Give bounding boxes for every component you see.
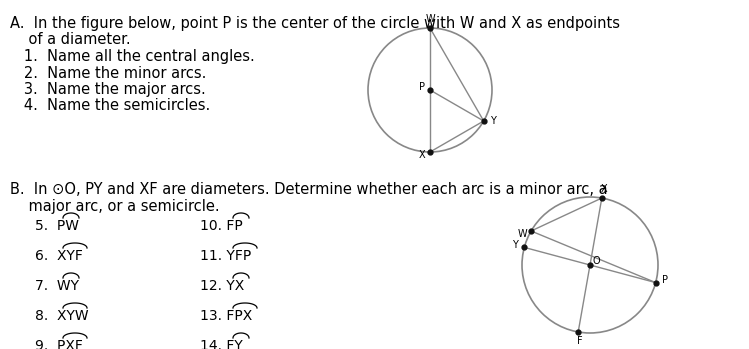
- Text: X: X: [601, 184, 607, 194]
- Text: 4.  Name the semicircles.: 4. Name the semicircles.: [10, 98, 210, 113]
- Text: 9.  PXF: 9. PXF: [35, 339, 83, 349]
- Text: F: F: [577, 336, 583, 346]
- Text: W: W: [425, 14, 435, 24]
- Text: 6.  XYF: 6. XYF: [35, 249, 83, 263]
- Text: 8.  XYW: 8. XYW: [35, 309, 88, 323]
- Text: Y: Y: [490, 116, 496, 126]
- Text: B.  In ⊙O, PY and XF are diameters. Determine whether each arc is a minor arc, a: B. In ⊙O, PY and XF are diameters. Deter…: [10, 182, 607, 197]
- Text: 2.  Name the minor arcs.: 2. Name the minor arcs.: [10, 66, 207, 81]
- Text: 1.  Name all the central angles.: 1. Name all the central angles.: [10, 49, 255, 64]
- Text: O: O: [592, 256, 600, 266]
- Text: 7.  WY: 7. WY: [35, 279, 79, 293]
- Text: P: P: [419, 82, 425, 92]
- Text: W: W: [518, 229, 527, 239]
- Text: 10. FP: 10. FP: [200, 219, 243, 233]
- Text: 11. YFP: 11. YFP: [200, 249, 251, 263]
- Text: major arc, or a semicircle.: major arc, or a semicircle.: [10, 199, 219, 214]
- Text: P: P: [661, 275, 667, 284]
- Text: 3.  Name the major arcs.: 3. Name the major arcs.: [10, 82, 206, 97]
- Text: A.  In the figure below, point P is the center of the circle with W and X as end: A. In the figure below, point P is the c…: [10, 16, 620, 31]
- Text: X: X: [419, 150, 425, 160]
- Text: Y: Y: [512, 240, 518, 250]
- Text: 13. FPX: 13. FPX: [200, 309, 252, 323]
- Text: 12. YX: 12. YX: [200, 279, 244, 293]
- Text: of a diameter.: of a diameter.: [10, 32, 130, 47]
- Text: 14. FY: 14. FY: [200, 339, 243, 349]
- Text: 5.  PW: 5. PW: [35, 219, 79, 233]
